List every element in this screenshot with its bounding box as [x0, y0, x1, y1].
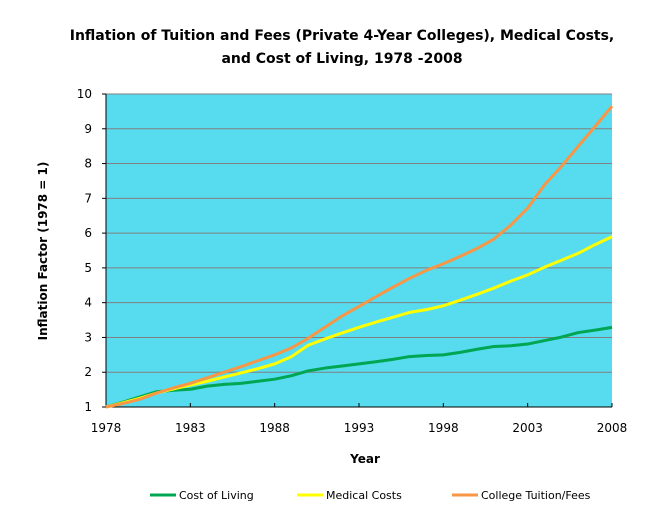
- x-tick-label: 1983: [175, 421, 206, 435]
- legend-label: Cost of Living: [179, 489, 254, 502]
- legend-label: College Tuition/Fees: [481, 489, 591, 502]
- y-tick-label: 8: [84, 157, 92, 171]
- y-axis-label: Inflation Factor (1978 = 1): [36, 162, 50, 341]
- x-axis-label: Year: [349, 452, 380, 466]
- y-tick-label: 7: [84, 191, 92, 205]
- series-line-cost-of-living: [105, 325, 613, 409]
- series-line-college-tuition-fees: [105, 105, 614, 409]
- chart-title-line2: and Cost of Living, 1978 -2008: [221, 51, 462, 67]
- plot-area: [106, 94, 612, 407]
- y-tick-label: 1: [84, 400, 92, 414]
- legend-label: Medical Costs: [326, 489, 402, 502]
- y-tick-label: 4: [84, 296, 92, 310]
- x-tick-label: 1988: [259, 421, 290, 435]
- y-tick-label: 10: [77, 87, 92, 101]
- series-line-medical-costs: [105, 235, 613, 409]
- y-tick-label: 2: [84, 365, 92, 379]
- x-tick-label: 1978: [91, 421, 122, 435]
- x-tick-label: 2003: [512, 421, 543, 435]
- x-tick-label: 1998: [428, 421, 459, 435]
- y-tick-label: 3: [84, 330, 92, 344]
- y-tick-label: 9: [84, 122, 92, 136]
- chart-title-line1: Inflation of Tuition and Fees (Private 4…: [70, 28, 615, 44]
- y-tick-label: 6: [84, 226, 92, 240]
- y-tick-label: 5: [84, 261, 92, 275]
- x-tick-label: 1993: [344, 421, 375, 435]
- x-tick-label: 2008: [597, 421, 628, 435]
